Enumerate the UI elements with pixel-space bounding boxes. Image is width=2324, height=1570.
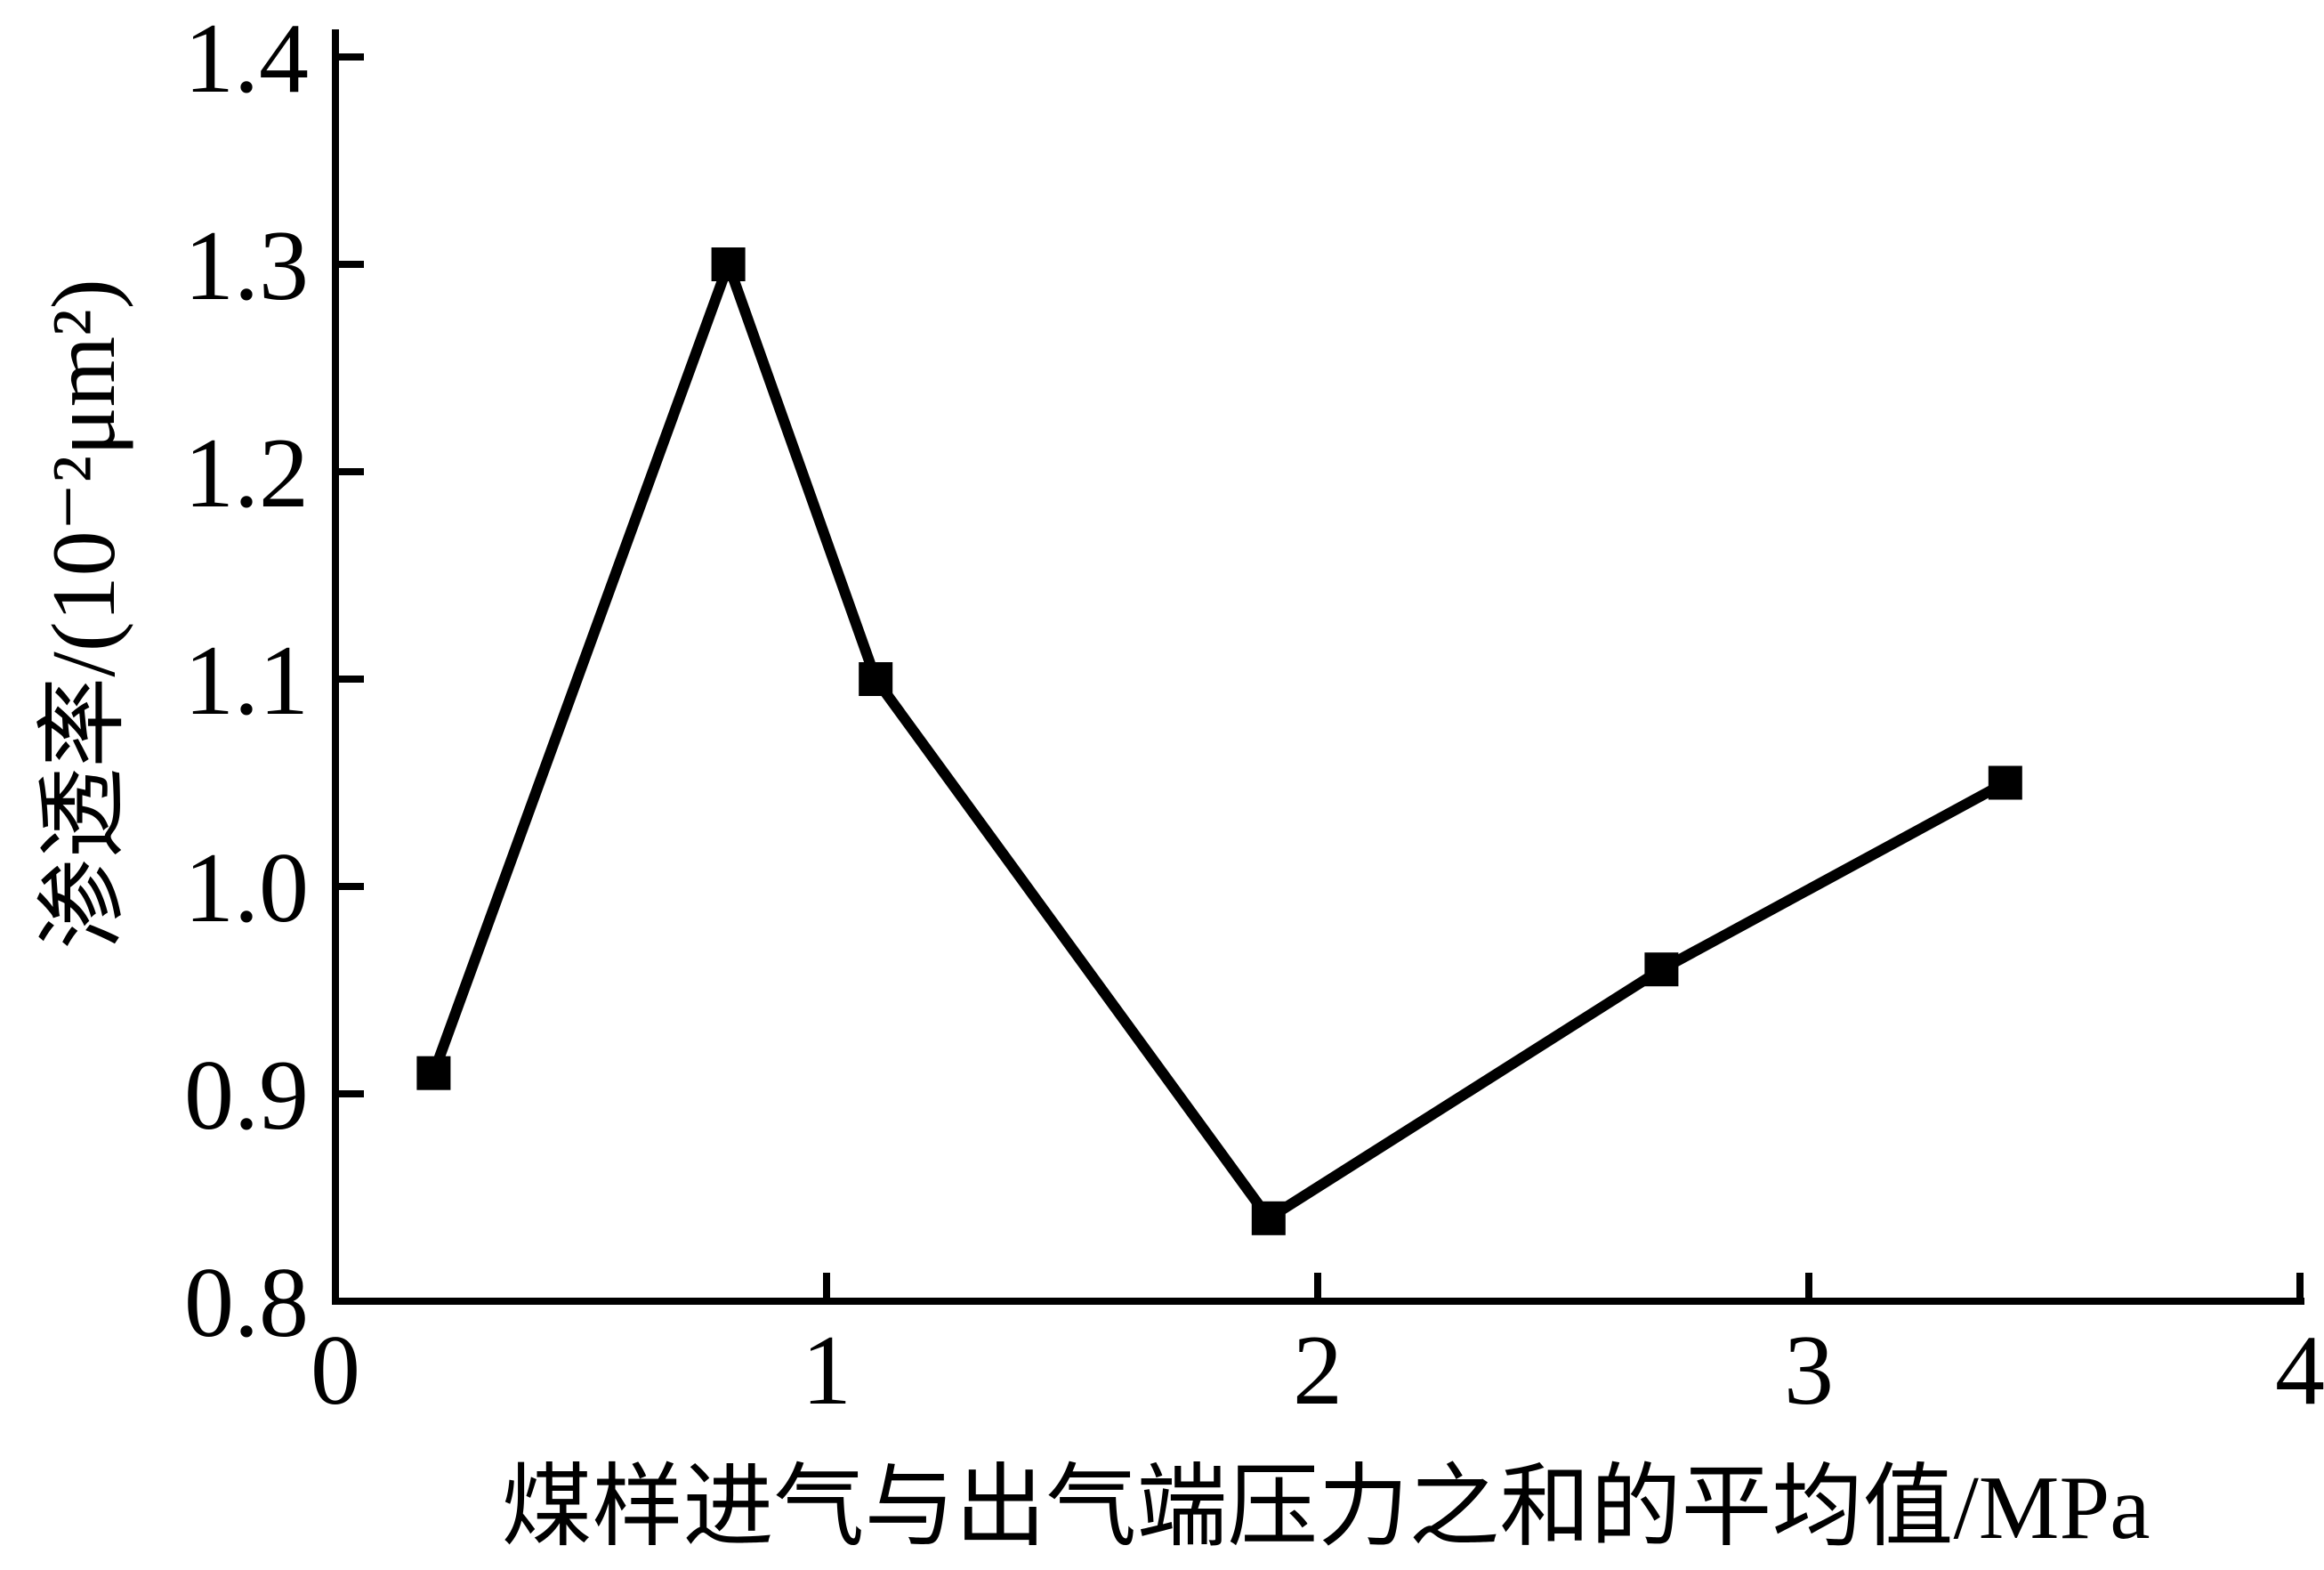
y-tick-label: 1.3 xyxy=(184,211,309,321)
x-tick-label: 3 xyxy=(1784,1315,1834,1426)
data-point-marker xyxy=(859,662,893,696)
axes xyxy=(332,29,2304,1305)
data-point-marker xyxy=(1644,952,1679,987)
y-axis-ticks xyxy=(335,53,364,1305)
x-tick-label: 1 xyxy=(802,1315,851,1426)
y-tick-label: 0.8 xyxy=(184,1248,309,1358)
x-tick-label: 4 xyxy=(2275,1315,2324,1426)
data-point-marker xyxy=(1251,1201,1286,1235)
y-tick-label: 0.9 xyxy=(184,1040,309,1151)
y-tick-label: 1.4 xyxy=(184,4,309,114)
y-tick-label: 1.2 xyxy=(184,418,309,529)
x-tick-label: 2 xyxy=(1293,1315,1343,1426)
axis-spines xyxy=(332,29,2304,1305)
x-tick-labels: 0 1 2 3 4 xyxy=(311,1315,2324,1426)
y-tick-label: 1.0 xyxy=(184,833,309,943)
y-axis-title: 渗透率/(10⁻²μm²) xyxy=(34,279,134,949)
x-axis-ticks xyxy=(332,1273,2304,1301)
x-tick-label: 0 xyxy=(311,1315,360,1426)
data-point-marker xyxy=(416,1056,451,1090)
data-point-marker xyxy=(1988,765,2022,800)
x-axis-title: 煤样进气与出气端压力之和的平均值/MPa xyxy=(501,1458,2150,1558)
data-series xyxy=(416,247,2022,1235)
data-point-marker xyxy=(711,247,746,281)
y-tick-labels: 0.8 0.9 1.0 1.1 1.2 1.3 1.4 xyxy=(184,4,309,1358)
series-line xyxy=(428,248,2008,1226)
y-tick-label: 1.1 xyxy=(184,626,309,736)
